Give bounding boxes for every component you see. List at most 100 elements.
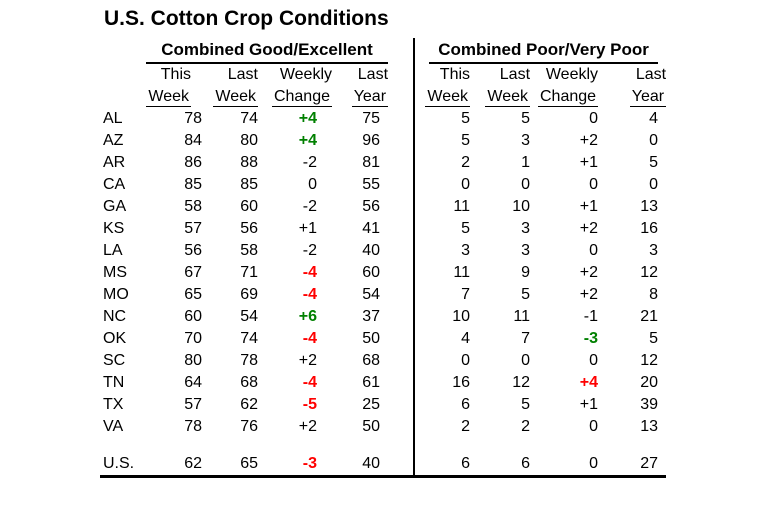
poor-weekly-change-value: +1 xyxy=(579,396,599,413)
good-weekly-change-value: -4 xyxy=(302,374,317,391)
table-divider xyxy=(388,218,416,240)
poor-last-week-value: 2 xyxy=(521,418,531,435)
poor-this-week-value: 5 xyxy=(461,132,471,149)
col-header-poor-year-line1: Last xyxy=(635,66,667,83)
blank-cell xyxy=(202,438,258,454)
table-divider xyxy=(388,196,416,218)
poor-last-year-value: 5 xyxy=(649,154,659,171)
table-divider xyxy=(388,350,416,372)
poor-last-week-value: 0 xyxy=(521,176,531,193)
good-last-week-value: 78 xyxy=(240,352,258,369)
poor-weekly-change-value: +1 xyxy=(579,198,599,215)
table-divider xyxy=(388,86,416,108)
poor-weekly-change-value: 0 xyxy=(589,242,599,259)
good-this-week-value: 64 xyxy=(184,374,202,391)
poor-last-week-value: 0 xyxy=(521,352,531,369)
good-last-week-value: 76 xyxy=(240,418,258,435)
poor-last-year-value: 20 xyxy=(640,374,659,391)
state-label: NC xyxy=(103,308,127,325)
col-header-poor-week-line1: This xyxy=(439,66,471,83)
col-header-underlined-word: Year xyxy=(629,88,667,107)
poor-this-week-value: 5 xyxy=(461,220,471,237)
section-poor-very-poor-label: Combined Poor/Very Poor xyxy=(429,40,659,64)
good-last-week-value: 88 xyxy=(240,154,258,171)
good-last-week-value: 74 xyxy=(240,110,258,127)
good-last-week-value: 71 xyxy=(240,264,258,281)
poor-last-year-value: 5 xyxy=(649,330,659,347)
poor-last-week-value: 10 xyxy=(512,198,531,215)
table-divider xyxy=(388,38,416,64)
blank-cell xyxy=(146,438,202,454)
table-row: GA 58 60 -2 56 11 10 +1 13 xyxy=(100,196,666,218)
col-header-poor-week-line1: Last xyxy=(499,66,531,83)
poor-this-week-value: 2 xyxy=(461,154,471,171)
blank-cell xyxy=(598,438,666,454)
table-divider xyxy=(388,372,416,394)
table-divider xyxy=(388,438,416,454)
good-this-week-value: 85 xyxy=(184,176,202,193)
column-header-row-2: Week Week Change Year Week Week Change Year xyxy=(100,86,667,108)
good-last-year-value: 54 xyxy=(362,286,381,303)
state-label: AR xyxy=(103,154,126,171)
good-weekly-change-value: -2 xyxy=(302,198,317,215)
poor-this-week-value: 0 xyxy=(461,176,471,193)
good-last-year-value: 55 xyxy=(362,176,381,193)
good-last-year-value: 40 xyxy=(332,454,389,478)
poor-this-week-value: 3 xyxy=(461,242,471,259)
good-this-week-value: 57 xyxy=(184,396,202,413)
good-last-year-value: 40 xyxy=(362,242,381,259)
poor-last-week-value: 12 xyxy=(512,374,531,391)
table-row: KS 57 56 +1 41 5 3 +2 16 xyxy=(100,218,666,240)
poor-last-year-value: 3 xyxy=(649,242,659,259)
table-divider xyxy=(388,284,416,306)
good-last-year-value: 50 xyxy=(362,418,381,435)
table-row: TN 64 68 -4 61 16 12 +4 20 xyxy=(100,372,666,394)
good-weekly-change-value: -4 xyxy=(302,286,317,303)
good-weekly-change-value: +2 xyxy=(298,352,317,369)
poor-weekly-change-value: +2 xyxy=(579,132,599,149)
poor-last-week-value: 5 xyxy=(521,396,531,413)
good-last-year-value: 60 xyxy=(362,264,381,281)
table-row: SC 80 78 +2 68 0 0 0 12 xyxy=(100,350,666,372)
good-last-week-value: 65 xyxy=(202,454,258,478)
good-weekly-change-value: 0 xyxy=(308,176,317,193)
good-this-week-value: 67 xyxy=(184,264,202,281)
poor-last-year-value: 0 xyxy=(649,132,659,149)
good-this-week-value: 58 xyxy=(184,198,202,215)
good-weekly-change-value: -4 xyxy=(302,330,317,347)
good-last-week-value: 80 xyxy=(240,132,258,149)
good-last-year-value: 96 xyxy=(362,132,381,149)
col-header-underlined-word: Change xyxy=(537,88,599,107)
good-weekly-change-value: -3 xyxy=(258,454,332,478)
table-divider xyxy=(388,306,416,328)
poor-weekly-change-value: 0 xyxy=(589,110,599,127)
poor-last-week-value: 1 xyxy=(521,154,531,171)
col-header-good-change-line1: Weekly xyxy=(279,66,332,83)
good-weekly-change-value: +2 xyxy=(298,418,317,435)
poor-this-week-value: 0 xyxy=(461,352,471,369)
blank-cell xyxy=(470,438,530,454)
col-header-good-week-line2: Week xyxy=(146,86,202,108)
good-this-week-value: 60 xyxy=(184,308,202,325)
col-header-underlined-word: Week xyxy=(146,88,191,107)
state-label: GA xyxy=(103,198,127,215)
good-last-week-value: 69 xyxy=(240,286,258,303)
good-last-year-value: 61 xyxy=(362,374,381,391)
good-last-year-value: 50 xyxy=(362,330,381,347)
state-label: TN xyxy=(103,374,125,391)
poor-weekly-change-value: +2 xyxy=(579,286,599,303)
poor-last-year-value: 8 xyxy=(649,286,659,303)
poor-last-week-value: 3 xyxy=(521,220,531,237)
section-good-excellent: Combined Good/Excellent xyxy=(146,38,389,64)
col-header-underlined-word: Year xyxy=(351,88,389,107)
crop-conditions-table: Combined Good/Excellent Combined Poor/Ve… xyxy=(100,38,667,478)
good-this-week-value: 62 xyxy=(146,454,202,478)
good-last-year-value: 56 xyxy=(362,198,381,215)
good-weekly-change-value: -5 xyxy=(302,396,317,413)
table-row: OK 70 74 -4 50 4 7 -3 5 xyxy=(100,328,666,350)
section-header-row: Combined Good/Excellent Combined Poor/Ve… xyxy=(100,38,666,64)
section-poor-very-poor: Combined Poor/Very Poor xyxy=(414,38,666,64)
blank-spacer-row xyxy=(100,438,666,454)
poor-weekly-change-value: 0 xyxy=(589,418,599,435)
